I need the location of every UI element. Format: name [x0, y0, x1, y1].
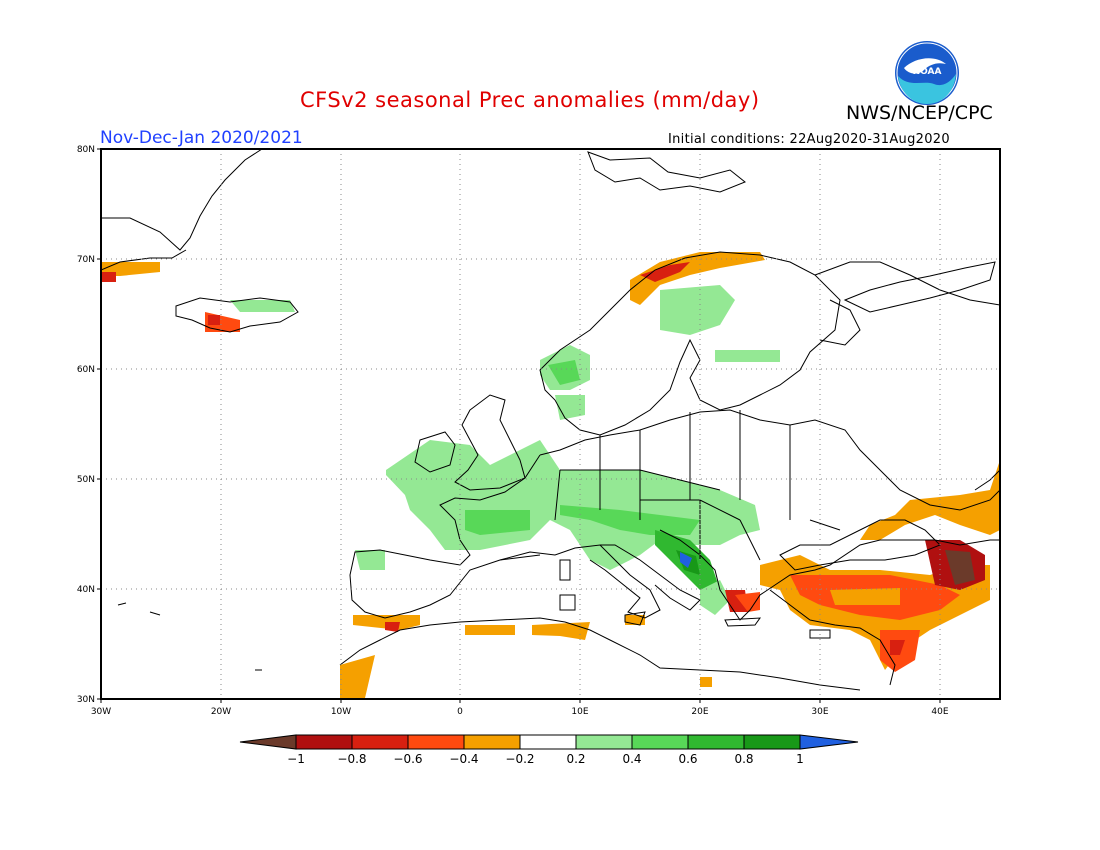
positive-anomaly-norway-strong: [548, 360, 580, 385]
black-sea-coast: [779, 519, 941, 571]
lon-tick-label: 20W: [211, 707, 231, 717]
lon-tick-label: 0: [457, 707, 463, 717]
negative-anomaly-aegean-outer: [735, 592, 760, 612]
lat-tick-label: 70N: [77, 255, 95, 265]
scandinavia-coast: [539, 251, 841, 436]
colorbar-label: −0.8: [337, 752, 366, 766]
colorbar-label: −1: [287, 752, 305, 766]
negative-anomaly-caucasus: [860, 460, 1000, 540]
svg-text:NOAA: NOAA: [913, 67, 942, 77]
grid-lines: [101, 149, 1000, 699]
negative-anomaly-levant-strong: [890, 640, 905, 655]
negative-anomaly-algeria: [465, 625, 515, 635]
lon-tick-label: 30E: [811, 707, 828, 717]
negative-anomaly-caucasus-core: [945, 550, 975, 585]
lon-tick-label: 10E: [571, 707, 588, 717]
iceland-coast: [175, 297, 299, 333]
colorbar-segment: [463, 734, 521, 750]
lat-tick-labels: 80N 70N 60N 50N 40N 30N: [77, 145, 95, 705]
colorbar: −1 −0.8 −0.6 −0.4 −0.2 0.2 0.4 0.6 0.8 1: [239, 734, 859, 766]
lon-tick-labels: 30W 20W 10W 0 10E 20E 30E 40E: [91, 707, 949, 717]
colorbar-segment: [743, 734, 801, 750]
positive-anomaly-alps: [560, 505, 700, 535]
anomaly-fill-layer: [101, 252, 1000, 698]
colorbar-segment: [351, 734, 409, 750]
white-sea-coast: [819, 299, 861, 346]
colorbar-segment: [687, 734, 745, 750]
balkans-coast: [659, 529, 1000, 621]
organization-label: NWS/NCEP/CPC: [846, 102, 993, 124]
negative-anomaly-morocco-atlantic: [340, 655, 375, 698]
negative-anomaly-greenland-strong: [101, 272, 116, 282]
negative-anomaly-iceland-strong: [208, 315, 220, 325]
caspian-coast: [974, 469, 1000, 491]
lat-tick-label: 80N: [77, 145, 95, 155]
positive-anomaly-iberia: [355, 550, 385, 570]
svalbard-coast: [587, 151, 746, 193]
chart-title: CFSv2 seasonal Prec anomalies (mm/day): [300, 88, 760, 112]
negative-anomaly-north-norway: [630, 252, 765, 305]
negative-anomaly-north-norway-strong: [640, 262, 690, 282]
lat-tick-label: 40N: [77, 585, 95, 595]
noaa-logo-icon: NOAA: [895, 41, 959, 105]
lon-tick-label: 10W: [331, 707, 351, 717]
negative-anomaly-turkey-core: [830, 588, 900, 605]
map-frame: [100, 148, 1001, 700]
positive-anomaly-adriatic-max: [680, 552, 692, 568]
positive-anomaly-greece: [700, 580, 730, 615]
colorbar-label: 0.8: [734, 752, 753, 766]
mediterranean-islands: [559, 559, 831, 639]
positive-anomaly-iceland: [230, 300, 295, 312]
period-label: Nov-Dec-Jan 2020/2021: [100, 128, 303, 148]
north-africa-coast: [339, 617, 861, 691]
colorbar-label: 1: [796, 752, 804, 766]
colorbar-label: 0.2: [566, 752, 585, 766]
colorbar-label: −0.2: [505, 752, 534, 766]
positive-anomaly-sweden: [660, 285, 735, 335]
colorbar-segment: [407, 734, 465, 750]
colorbar-label: 0.6: [678, 752, 697, 766]
colorbar-segment: [575, 734, 633, 750]
colorbar-segment: [239, 734, 297, 750]
azores-canary: [117, 602, 262, 671]
france-coast: [349, 454, 661, 619]
novaya-zemlya-coast: [843, 261, 996, 313]
lon-tick-label: 20E: [691, 707, 708, 717]
tick-marks: [97, 148, 941, 703]
colorbar-segment: [799, 734, 859, 750]
negative-anomaly-tunisia: [532, 622, 590, 640]
positive-anomaly-finland: [715, 350, 780, 362]
lon-tick-label: 30W: [91, 707, 111, 717]
lat-tick-label: 60N: [77, 365, 95, 375]
colorbar-segment: [295, 734, 353, 750]
colorbar-label: 0.4: [622, 752, 641, 766]
colorbar-label: −0.4: [449, 752, 478, 766]
colorbar-segment: [519, 734, 577, 750]
lat-tick-label: 30N: [77, 695, 95, 705]
lat-tick-label: 50N: [77, 475, 95, 485]
colorbar-segment: [631, 734, 689, 750]
greenland-coast-inner: [101, 249, 187, 271]
lon-tick-label: 40E: [931, 707, 948, 717]
britain-coast: [454, 394, 526, 491]
greenland-coast: [101, 149, 263, 251]
italy-coast: [600, 544, 701, 611]
positive-anomaly-west-europe: [386, 440, 760, 570]
initial-conditions-label: Initial conditions: 22Aug2020-31Aug2020: [668, 132, 950, 147]
anatolia-south-coast: [769, 589, 896, 686]
russia-arctic-coast: [814, 261, 1000, 306]
negative-anomaly-libya: [700, 677, 712, 687]
coastline-layer: [101, 149, 1000, 691]
positive-anomaly-france: [465, 510, 530, 535]
colorbar-label: −0.6: [393, 752, 422, 766]
ireland-coast: [414, 431, 456, 473]
negative-anomaly-gibraltar: [385, 622, 400, 632]
